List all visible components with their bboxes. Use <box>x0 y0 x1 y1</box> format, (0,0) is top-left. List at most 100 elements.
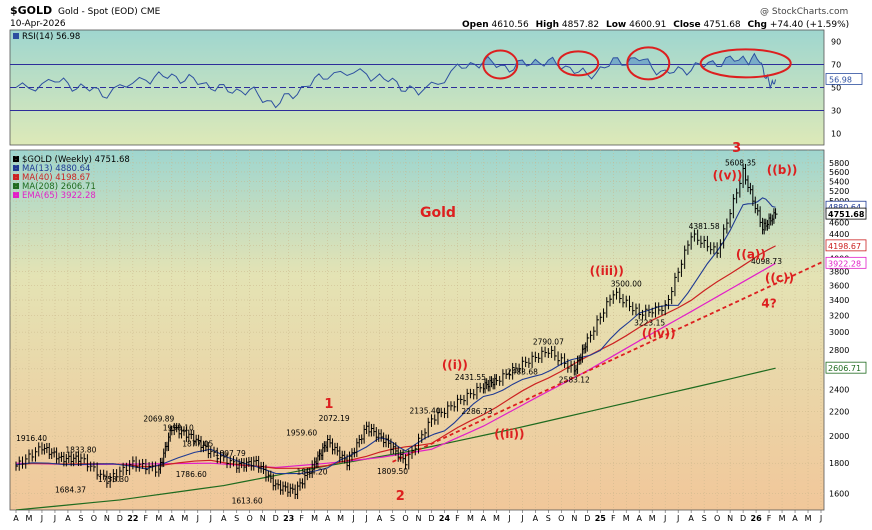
wave-annotation: ((iv)) <box>642 326 676 340</box>
price-tick-label: 1600 <box>829 489 849 498</box>
price-tick-label: 5200 <box>829 187 849 196</box>
rsi-tick-label: 30 <box>831 107 841 116</box>
axis-tag <box>825 361 867 374</box>
x-tick-label: J <box>209 514 212 523</box>
x-tick-label: A <box>65 514 71 523</box>
rsi-tick-label: 90 <box>831 38 841 47</box>
price-label: 2286.73 <box>461 407 492 416</box>
price-label: 1916.40 <box>16 434 47 443</box>
svg-text:RSI(14) 56.98: RSI(14) 56.98 <box>22 32 80 42</box>
price-label: 5608.35 <box>725 159 756 168</box>
x-tick-label: A <box>169 514 175 523</box>
x-tick-label: N <box>416 514 422 523</box>
x-tick-label: O <box>558 514 564 523</box>
x-tick-label: D <box>117 514 123 523</box>
price-label: 2069.89 <box>143 414 174 423</box>
rsi-highlight-circle-3 <box>626 46 671 81</box>
x-tick-label: A <box>636 514 642 523</box>
x-tick-label: J <box>364 514 367 523</box>
x-tick-label: S <box>546 514 551 523</box>
price-grid <box>10 150 824 510</box>
x-tick-label: F <box>455 514 460 523</box>
x-tick-label: D <box>428 514 434 523</box>
price-lines <box>15 163 824 510</box>
wave-annotation: 4? <box>761 297 776 311</box>
rsi-tick-label: 50 <box>831 84 841 93</box>
x-tick-label: S <box>78 514 83 523</box>
x-tick-label: O <box>402 514 408 523</box>
price-label: 1959.60 <box>286 428 317 437</box>
x-tick-label: A <box>325 514 331 523</box>
price-tick-label: 1800 <box>829 459 849 468</box>
price-label: 4098.73 <box>751 257 782 266</box>
x-tick-label: N <box>571 514 577 523</box>
price-label: 2135.40 <box>409 406 440 415</box>
price-tick-label: 2800 <box>829 346 849 355</box>
axis-tag-label: 4198.67 <box>828 242 861 251</box>
rsi-highlight-circle-2 <box>557 50 600 77</box>
legend-entry: $GOLD (Weekly) 4751.68 <box>22 155 130 165</box>
x-tick-label: J <box>663 514 666 523</box>
rsi-legend: RSI(14) 56.98 <box>13 32 80 42</box>
price-label: 1877.05 <box>182 439 213 448</box>
price-tick-label: 3600 <box>829 281 849 290</box>
ema65-line <box>15 262 776 469</box>
rsi-axis: 90 70 50 30 10 56.98 <box>482 38 863 139</box>
rsi-tick-label: 10 <box>831 130 841 139</box>
x-tick-label: J <box>196 514 199 523</box>
x-tick-label: M <box>623 514 630 523</box>
x-tick-label: M <box>337 514 344 523</box>
wave-annotation: ((c)) <box>765 271 794 285</box>
axis-tag <box>825 256 867 269</box>
price-tick-label: 5400 <box>829 177 849 186</box>
wave-annotation: ((i)) <box>442 358 468 372</box>
price-tick-label: 3400 <box>829 296 849 305</box>
price-tick-label: 3000 <box>829 328 849 337</box>
x-tick-label: S <box>234 514 239 523</box>
price-label: 1613.60 <box>232 496 263 505</box>
price-label: 4381.58 <box>689 222 720 231</box>
x-tick-label: M <box>493 514 500 523</box>
x-tick-label: J <box>520 514 523 523</box>
price-label: 1684.37 <box>55 485 86 494</box>
price-bars <box>15 163 778 500</box>
axis-tag <box>825 207 867 220</box>
price-label: 3223.15 <box>634 319 665 328</box>
wave-annotation: ((ii)) <box>494 427 524 441</box>
axis-tag <box>825 239 867 252</box>
price-label: 2483.68 <box>507 368 538 377</box>
wave-annotation: 1 <box>324 397 333 412</box>
price-label: 1807.79 <box>215 449 246 458</box>
x-tick-label: D <box>740 514 746 523</box>
x-tick-label: A <box>377 514 383 523</box>
x-tick-label: F <box>611 514 616 523</box>
x-tick-label: D <box>584 514 590 523</box>
x-tick-label: J <box>507 514 510 523</box>
price-tick-label: 4600 <box>829 218 849 227</box>
price-label: 1998.10 <box>163 423 194 432</box>
price-label: 2790.07 <box>533 338 564 347</box>
x-tick-label: A <box>533 514 539 523</box>
x-tick-label: O <box>91 514 97 523</box>
x-tick-label: A <box>688 514 694 523</box>
wave-annotation: ((a)) <box>736 247 766 261</box>
x-tick-label: 23 <box>283 514 294 523</box>
wave-annotation: 2 <box>396 489 405 504</box>
ma208-line <box>15 367 776 510</box>
x-tick-label: M <box>805 514 812 523</box>
x-tick-label: A <box>13 514 19 523</box>
price-label: 2072.19 <box>319 414 350 423</box>
x-tick-label: A <box>221 514 227 523</box>
axis-tag-label: 4751.68 <box>828 210 865 219</box>
x-tick-label: J <box>53 514 56 523</box>
x-tick-label: M <box>649 514 656 523</box>
x-tick-label: J <box>676 514 679 523</box>
wave-annotation: ((v)) <box>713 168 743 182</box>
rsi-highlight-circle-1 <box>482 49 519 80</box>
x-tick-label: A <box>792 514 798 523</box>
x-tick-label: 24 <box>439 514 451 523</box>
x-tick-label: S <box>702 514 707 523</box>
price-tick-label: 2400 <box>829 385 849 394</box>
